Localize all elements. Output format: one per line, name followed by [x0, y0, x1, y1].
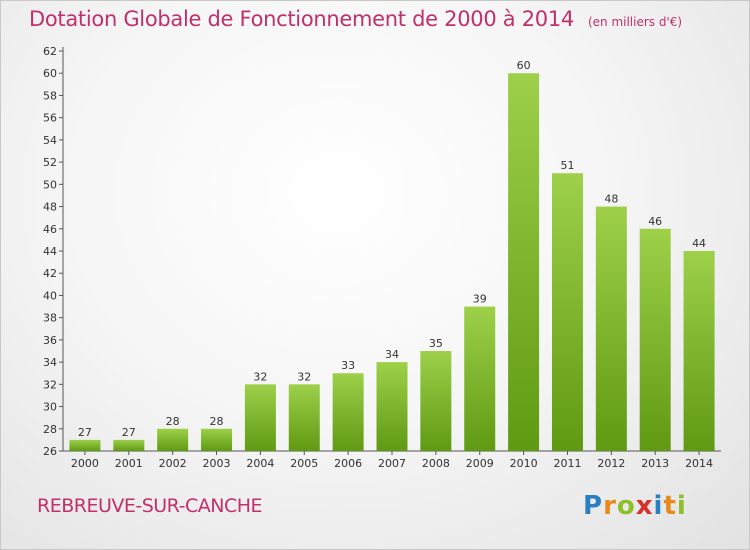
y-tick-label: 28 [43, 423, 57, 436]
bar-2013 [639, 228, 671, 451]
bar-2010 [508, 73, 540, 451]
y-tick-label: 62 [43, 45, 57, 58]
x-tick-label-2014: 2014 [685, 457, 713, 470]
y-tick-label: 58 [43, 89, 57, 102]
bar-2006 [332, 373, 364, 451]
y-tick-label: 38 [43, 312, 57, 325]
bar-2000 [69, 439, 101, 451]
x-tick-label-2008: 2008 [422, 457, 450, 470]
unit-note: (en milliers d'€) [587, 15, 683, 29]
title-row: Dotation Globale de Fonctionnement de 20… [29, 7, 682, 31]
x-tick-label-2004: 2004 [246, 457, 274, 470]
y-tick-label: 52 [43, 156, 57, 169]
x-tick-label-2002: 2002 [159, 457, 187, 470]
x-tick-label-2003: 2003 [203, 457, 231, 470]
chart-title: Dotation Globale de Fonctionnement de 20… [29, 7, 574, 31]
value-label-2004: 32 [253, 370, 267, 383]
x-tick-label-2013: 2013 [641, 457, 669, 470]
x-tick-label-2007: 2007 [378, 457, 406, 470]
value-label-2002: 28 [166, 415, 180, 428]
value-label-2014: 44 [692, 237, 706, 250]
bar-2003 [201, 428, 233, 451]
logo-letter: t [663, 491, 677, 521]
value-label-2003: 28 [210, 415, 224, 428]
y-tick-label: 48 [43, 201, 57, 214]
x-tick-label-2000: 2000 [71, 457, 99, 470]
value-label-2012: 48 [604, 193, 618, 206]
y-tick-label: 32 [43, 378, 57, 391]
x-tick-label-2001: 2001 [115, 457, 143, 470]
value-label-2013: 46 [648, 215, 662, 228]
logo-letter: x [635, 491, 654, 521]
x-tick-label-2010: 2010 [510, 457, 538, 470]
logo-letter: i [653, 491, 664, 521]
logo-letter: i [676, 491, 687, 521]
bar-2004 [244, 384, 276, 451]
bar-2001 [113, 439, 145, 451]
logo-letter: P [583, 491, 604, 521]
bar-2005 [288, 384, 320, 451]
bar-2009 [464, 306, 496, 451]
y-tick-label: 56 [43, 112, 57, 125]
bar-2012 [595, 206, 627, 451]
x-tick-label-2009: 2009 [466, 457, 494, 470]
bar-2011 [551, 173, 583, 451]
y-tick-label: 54 [43, 134, 57, 147]
value-label-2000: 27 [78, 426, 92, 439]
x-tick-label-2012: 2012 [597, 457, 625, 470]
proxiti-logo: Proxiti [583, 491, 687, 521]
y-axis: 26 28 30 32 34 36 38 40 42 44 46 48 50 52 54 56 58 60 62 [43, 45, 64, 458]
bar-2002 [157, 428, 189, 451]
y-tick-label: 34 [43, 356, 57, 369]
y-tick-label: 26 [43, 445, 57, 458]
value-label-2001: 27 [122, 426, 136, 439]
y-tick-label: 44 [43, 245, 57, 258]
value-label-2009: 39 [473, 293, 487, 306]
y-tick-label: 30 [43, 401, 57, 414]
value-label-2006: 33 [341, 359, 355, 372]
bar-2008 [420, 351, 452, 451]
value-label-2010: 60 [517, 59, 531, 72]
y-tick-label: 42 [43, 267, 57, 280]
x-tick-label-2011: 2011 [553, 457, 581, 470]
x-axis: 2000 2001 2002 2003 2004 2005 2006 2007 2008 2009… [63, 450, 721, 470]
x-tick-label-2005: 2005 [290, 457, 318, 470]
y-tick-label: 40 [43, 289, 57, 302]
value-label-2008: 35 [429, 337, 443, 350]
bar-2014 [683, 251, 715, 451]
y-tick-label: 60 [43, 67, 57, 80]
y-tick-label: 50 [43, 178, 57, 191]
commune-name: REBREUVE-SUR-CANCHE [37, 495, 263, 517]
logo-letter: r [603, 491, 617, 521]
bars: 27 27 28 28 32 32 33 34 35 39 60 51 48 46 44 [69, 59, 715, 451]
bar-2007 [376, 362, 408, 451]
x-tick-label-2006: 2006 [334, 457, 362, 470]
y-tick-label: 46 [43, 223, 57, 236]
logo-letter: o [616, 491, 636, 521]
value-label-2005: 32 [297, 370, 311, 383]
value-label-2007: 34 [385, 348, 399, 361]
y-tick-label: 36 [43, 334, 57, 347]
value-label-2011: 51 [560, 159, 574, 172]
